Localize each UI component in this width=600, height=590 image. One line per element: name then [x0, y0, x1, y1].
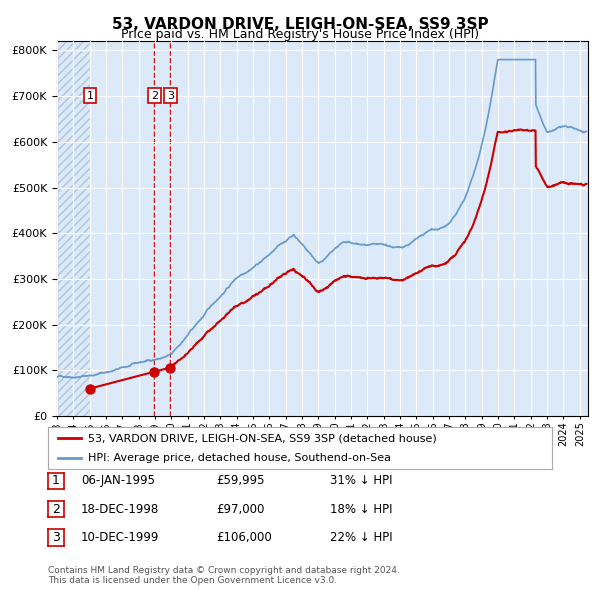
- Text: 2: 2: [151, 91, 158, 101]
- Text: 1: 1: [86, 91, 94, 101]
- Text: Price paid vs. HM Land Registry's House Price Index (HPI): Price paid vs. HM Land Registry's House …: [121, 28, 479, 41]
- Text: 3: 3: [167, 91, 174, 101]
- Text: 10-DEC-1999: 10-DEC-1999: [81, 531, 160, 544]
- Text: 53, VARDON DRIVE, LEIGH-ON-SEA, SS9 3SP: 53, VARDON DRIVE, LEIGH-ON-SEA, SS9 3SP: [112, 17, 488, 31]
- Text: 31% ↓ HPI: 31% ↓ HPI: [330, 474, 392, 487]
- Text: 2: 2: [52, 503, 60, 516]
- Text: £97,000: £97,000: [216, 503, 265, 516]
- Text: 22% ↓ HPI: 22% ↓ HPI: [330, 531, 392, 544]
- Text: 3: 3: [52, 531, 60, 544]
- Text: 18% ↓ HPI: 18% ↓ HPI: [330, 503, 392, 516]
- Text: Contains HM Land Registry data © Crown copyright and database right 2024.
This d: Contains HM Land Registry data © Crown c…: [48, 566, 400, 585]
- Text: £59,995: £59,995: [216, 474, 265, 487]
- Text: 1: 1: [52, 474, 60, 487]
- Text: 06-JAN-1995: 06-JAN-1995: [81, 474, 155, 487]
- Text: £106,000: £106,000: [216, 531, 272, 544]
- Text: HPI: Average price, detached house, Southend-on-Sea: HPI: Average price, detached house, Sout…: [88, 454, 391, 463]
- Text: 18-DEC-1998: 18-DEC-1998: [81, 503, 159, 516]
- Text: 53, VARDON DRIVE, LEIGH-ON-SEA, SS9 3SP (detached house): 53, VARDON DRIVE, LEIGH-ON-SEA, SS9 3SP …: [88, 434, 437, 444]
- Polygon shape: [57, 41, 90, 416]
